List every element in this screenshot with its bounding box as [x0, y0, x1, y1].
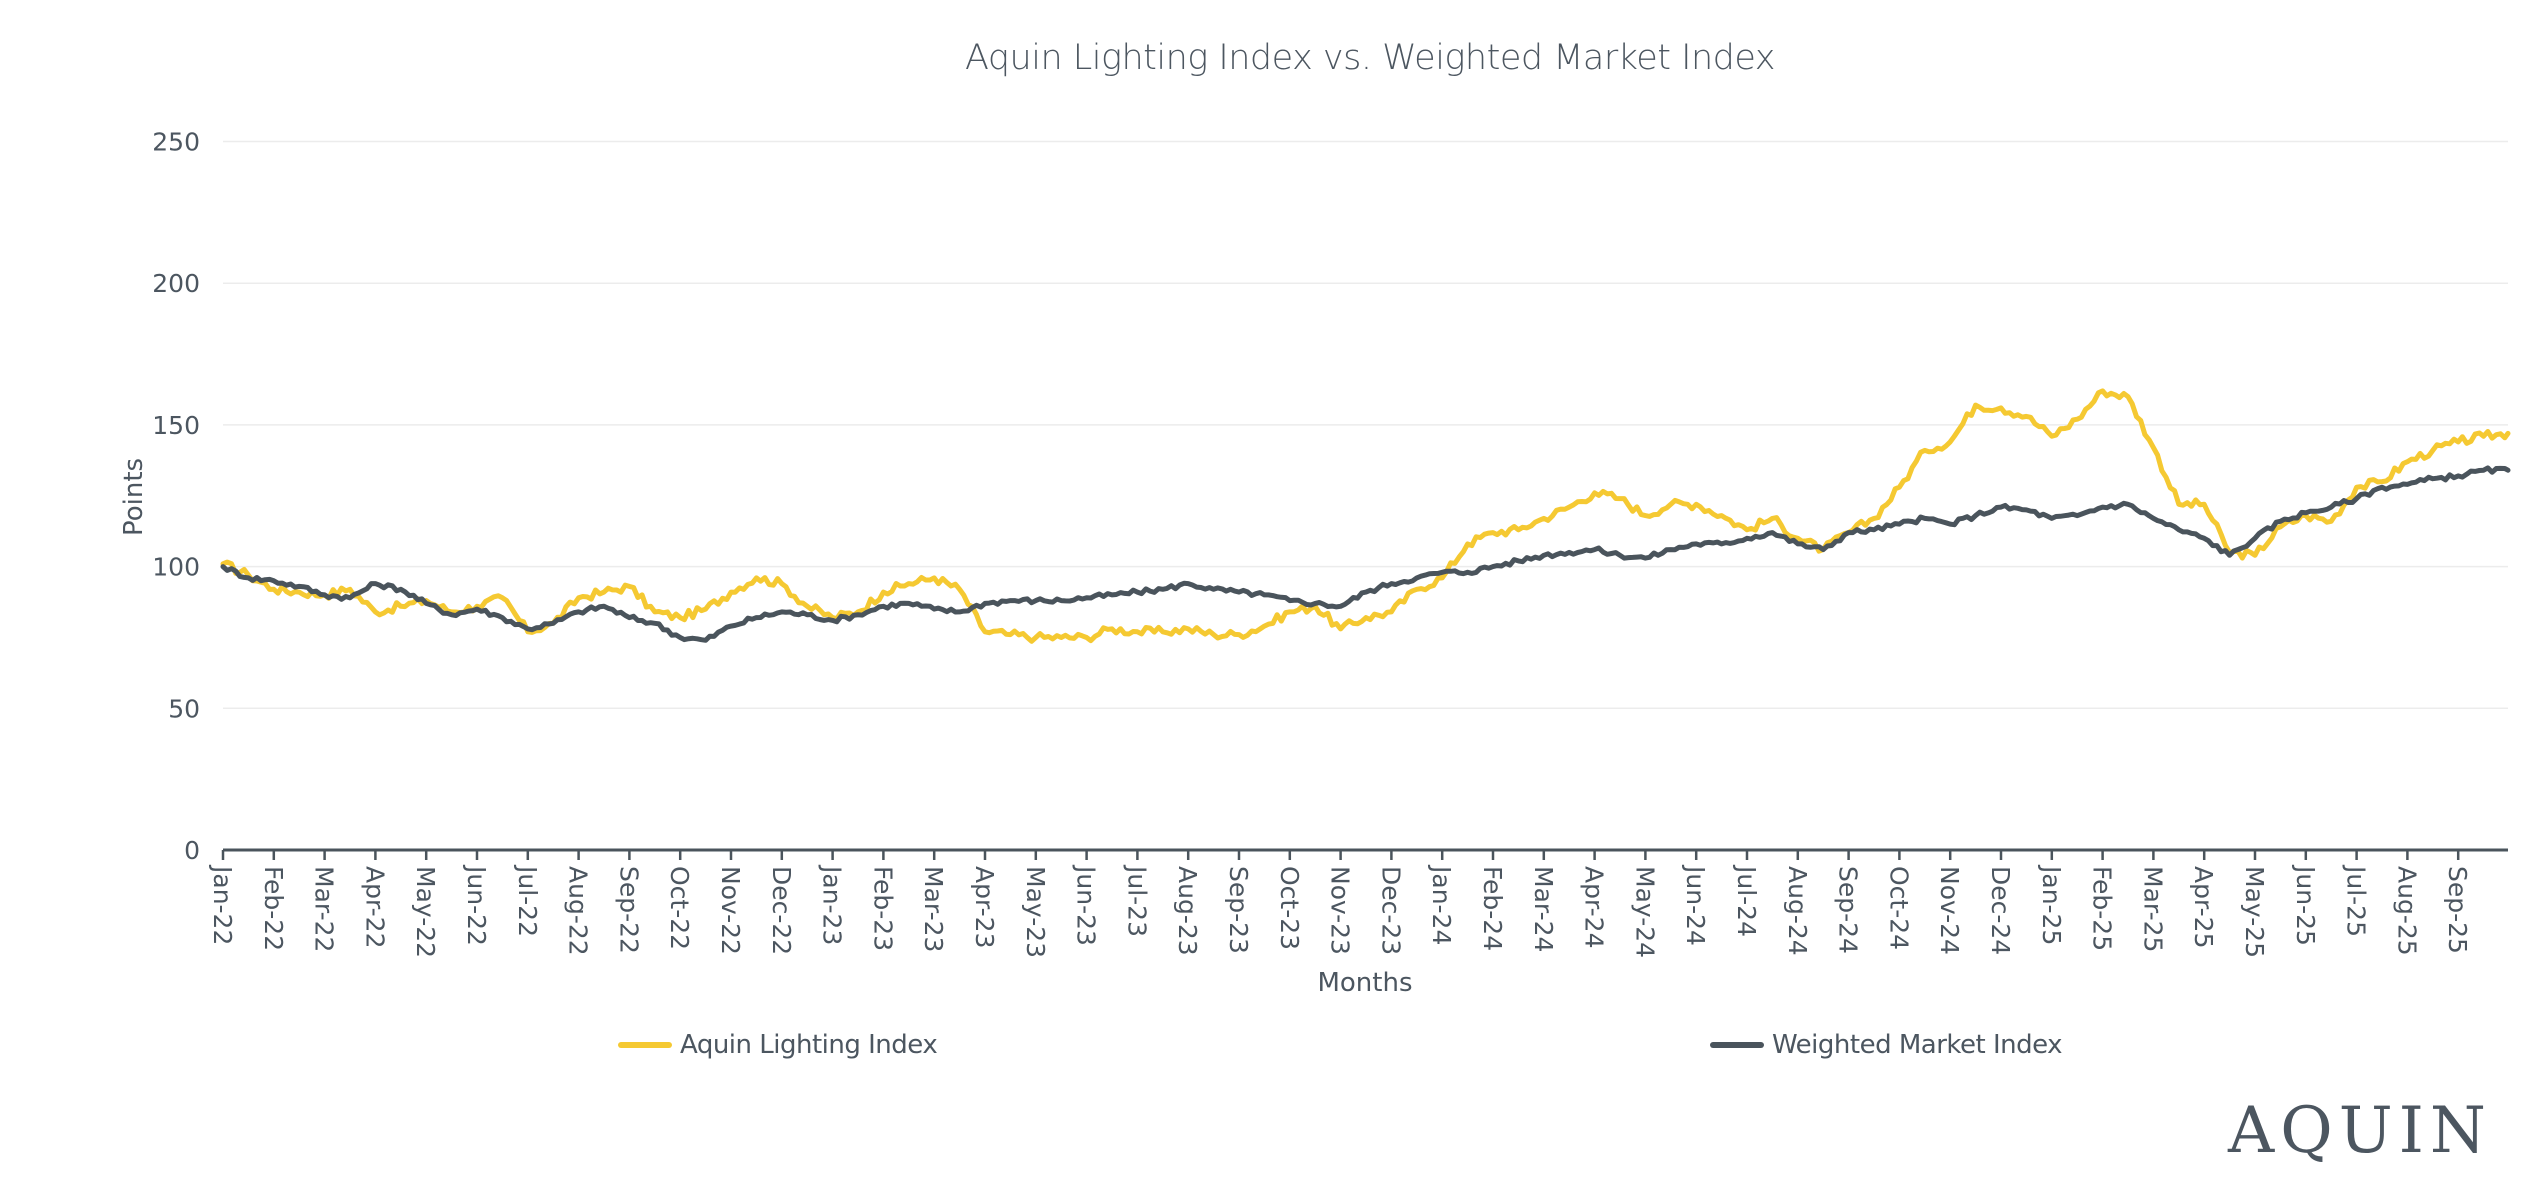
aquin-logo: AQUIN: [2228, 1094, 2492, 1168]
x-tick-label: Nov-24: [1935, 866, 1964, 955]
x-tick-label: Aug-23: [1173, 866, 1202, 956]
x-axis-label: Months: [1317, 968, 1412, 998]
x-tick-label: Dec-23: [1376, 866, 1405, 955]
x-tick-label: Jun-23: [1072, 864, 1101, 946]
x-tick-label: Oct-24: [1884, 866, 1913, 950]
x-tick-label: Mar-23: [919, 866, 948, 952]
x-tick-label: Feb-23: [868, 866, 897, 951]
x-tick-label: Oct-22: [665, 866, 694, 950]
x-tick-label: Jul-23: [1122, 864, 1151, 937]
x-tick-label: Nov-23: [1326, 866, 1355, 955]
x-tick-label: Jan-24: [1427, 864, 1456, 945]
x-tick-label: Feb-24: [1478, 866, 1507, 951]
legend-swatch-weighted: [1710, 1042, 1764, 1048]
legend-label-aquin: Aquin Lighting Index: [680, 1030, 938, 1060]
y-tick-label: 250: [152, 128, 200, 157]
x-tick-label: Sep-24: [1834, 866, 1863, 954]
chart-title: Aquin Lighting Index vs. Weighted Market…: [965, 38, 1776, 78]
series-line-aquin-lighting-index: [220, 388, 2511, 644]
gridlines: [223, 140, 2508, 710]
y-tick-label: 100: [152, 553, 200, 582]
x-tick-label: Jul-22: [513, 864, 542, 937]
y-tick-label: 0: [184, 836, 200, 865]
legend-swatch-aquin: [618, 1042, 672, 1048]
x-tick-label: Jun-24: [1681, 864, 1710, 946]
legend-label-weighted: Weighted Market Index: [1772, 1030, 2063, 1060]
series-line-weighted-market-index: [220, 465, 2511, 643]
y-tick-label: 50: [168, 694, 200, 723]
x-tick-label: Jan-23: [818, 864, 847, 945]
x-tick-label: Jan-22: [208, 864, 237, 945]
x-tick-label: Sep-25: [2443, 866, 2472, 954]
x-tick-label: Jul-25: [2342, 864, 2371, 937]
legend-item-aquin[interactable]: Aquin Lighting Index: [618, 1030, 938, 1060]
x-tick-label: Aug-22: [564, 866, 593, 956]
x-tick-label: Aug-25: [2392, 866, 2421, 956]
x-tick-label: Apr-23: [970, 866, 999, 948]
x-tick-label: Feb-25: [2088, 866, 2117, 951]
x-tick-label: Dec-24: [1986, 866, 2015, 955]
x-tick-label: May-23: [1021, 866, 1050, 958]
x-tick-label: Apr-22: [360, 866, 389, 948]
y-axis-label: Points: [119, 458, 149, 536]
y-tick-label: 200: [152, 269, 200, 298]
series-lines: [220, 388, 2511, 644]
legend-item-weighted[interactable]: Weighted Market Index: [1710, 1030, 2063, 1060]
x-tick-label: May-22: [411, 866, 440, 958]
x-tick-label: Apr-25: [2189, 866, 2218, 948]
x-tick-label: Mar-22: [310, 866, 339, 952]
x-tick-label: Jul-24: [1732, 864, 1761, 937]
x-tick-label: Mar-25: [2138, 866, 2167, 952]
x-tick-label: Mar-24: [1529, 866, 1558, 952]
x-tick-label: Aug-24: [1783, 866, 1812, 956]
x-tick-label: Sep-22: [614, 866, 643, 954]
x-tick-label: Jan-25: [2037, 864, 2066, 945]
y-tick-label: 150: [152, 411, 200, 440]
x-tick-label: Apr-24: [1580, 866, 1609, 948]
x-tick-label: Oct-23: [1275, 866, 1304, 950]
x-tick-label: May-25: [2240, 866, 2269, 958]
x-tick-label: Dec-22: [767, 866, 796, 955]
x-axis: Jan-22 Feb-22 Mar-22 Apr-22 May-22 Jun-22 Jul-…: [208, 848, 2508, 958]
y-axis-ticks: 0 50 100 150 200 250: [152, 128, 200, 866]
x-tick-label: May-24: [1630, 866, 1659, 958]
x-tick-label: Nov-22: [716, 866, 745, 955]
x-tick-label: Feb-22: [259, 866, 288, 951]
x-tick-label: Sep-23: [1224, 866, 1253, 954]
x-tick-label: Jun-25: [2291, 864, 2320, 946]
x-tick-label: Jun-22: [462, 864, 491, 946]
